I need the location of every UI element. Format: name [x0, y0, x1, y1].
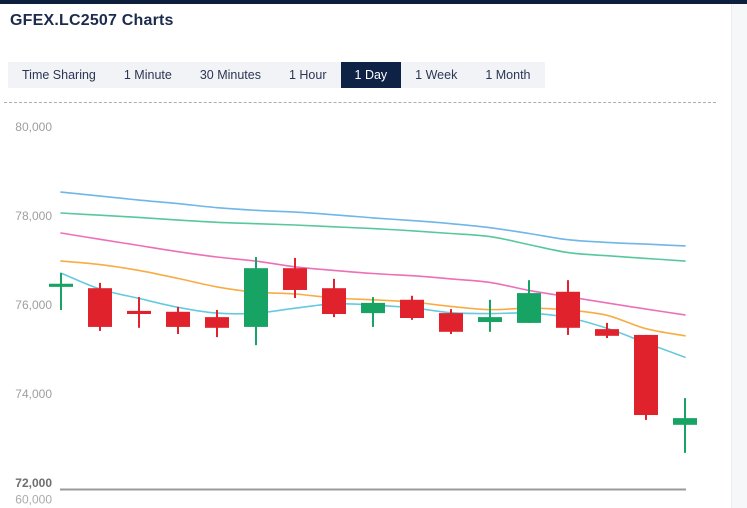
dashed-separator: [4, 102, 716, 103]
top-window-strip: [0, 0, 747, 4]
right-side-panel: [731, 4, 747, 508]
tab-1-minute[interactable]: 1 Minute: [110, 62, 186, 88]
candle-body: [283, 268, 307, 290]
y-axis-tick-label: 80,000: [15, 120, 52, 134]
tab-1-month[interactable]: 1 Month: [471, 62, 544, 88]
candle-body: [517, 293, 541, 323]
y-axis-bottom-label: 60,000: [15, 492, 52, 506]
tab-1-day[interactable]: 1 Day: [340, 62, 402, 88]
tab-time-sharing[interactable]: Time Sharing: [8, 62, 110, 88]
y-axis-tick-label: 72,000: [15, 476, 52, 490]
ma-line-green: [60, 212, 686, 262]
candle-body: [205, 317, 229, 328]
candle-body: [595, 329, 619, 336]
candle-body: [166, 311, 190, 327]
candle-body: [634, 334, 658, 416]
candle-body: [439, 313, 463, 332]
interval-tabbar: Time Sharing 1 Minute 30 Minutes 1 Hour 1 Da…: [8, 62, 545, 88]
tab-30-minutes[interactable]: 30 Minutes: [186, 62, 275, 88]
tab-1-week[interactable]: 1 Week: [401, 62, 471, 88]
tab-1-hour[interactable]: 1 Hour: [275, 62, 341, 88]
page-title: GFEX.LC2507 Charts: [10, 12, 174, 29]
candle-body: [322, 288, 346, 315]
candle-body: [556, 291, 580, 328]
y-axis-tick-label: 78,000: [15, 209, 52, 223]
y-axis-tick-label: 74,000: [15, 387, 52, 401]
y-axis-tick-label: 76,000: [15, 298, 52, 312]
candle-body: [49, 283, 73, 287]
candle-body: [127, 310, 151, 315]
ma-line-blue: [60, 191, 686, 247]
candle-body: [361, 302, 385, 314]
candle-body: [244, 268, 268, 327]
candle-body: [88, 288, 112, 327]
candle-body: [673, 418, 697, 425]
candle-body: [400, 299, 424, 319]
candle-body: [478, 317, 502, 323]
